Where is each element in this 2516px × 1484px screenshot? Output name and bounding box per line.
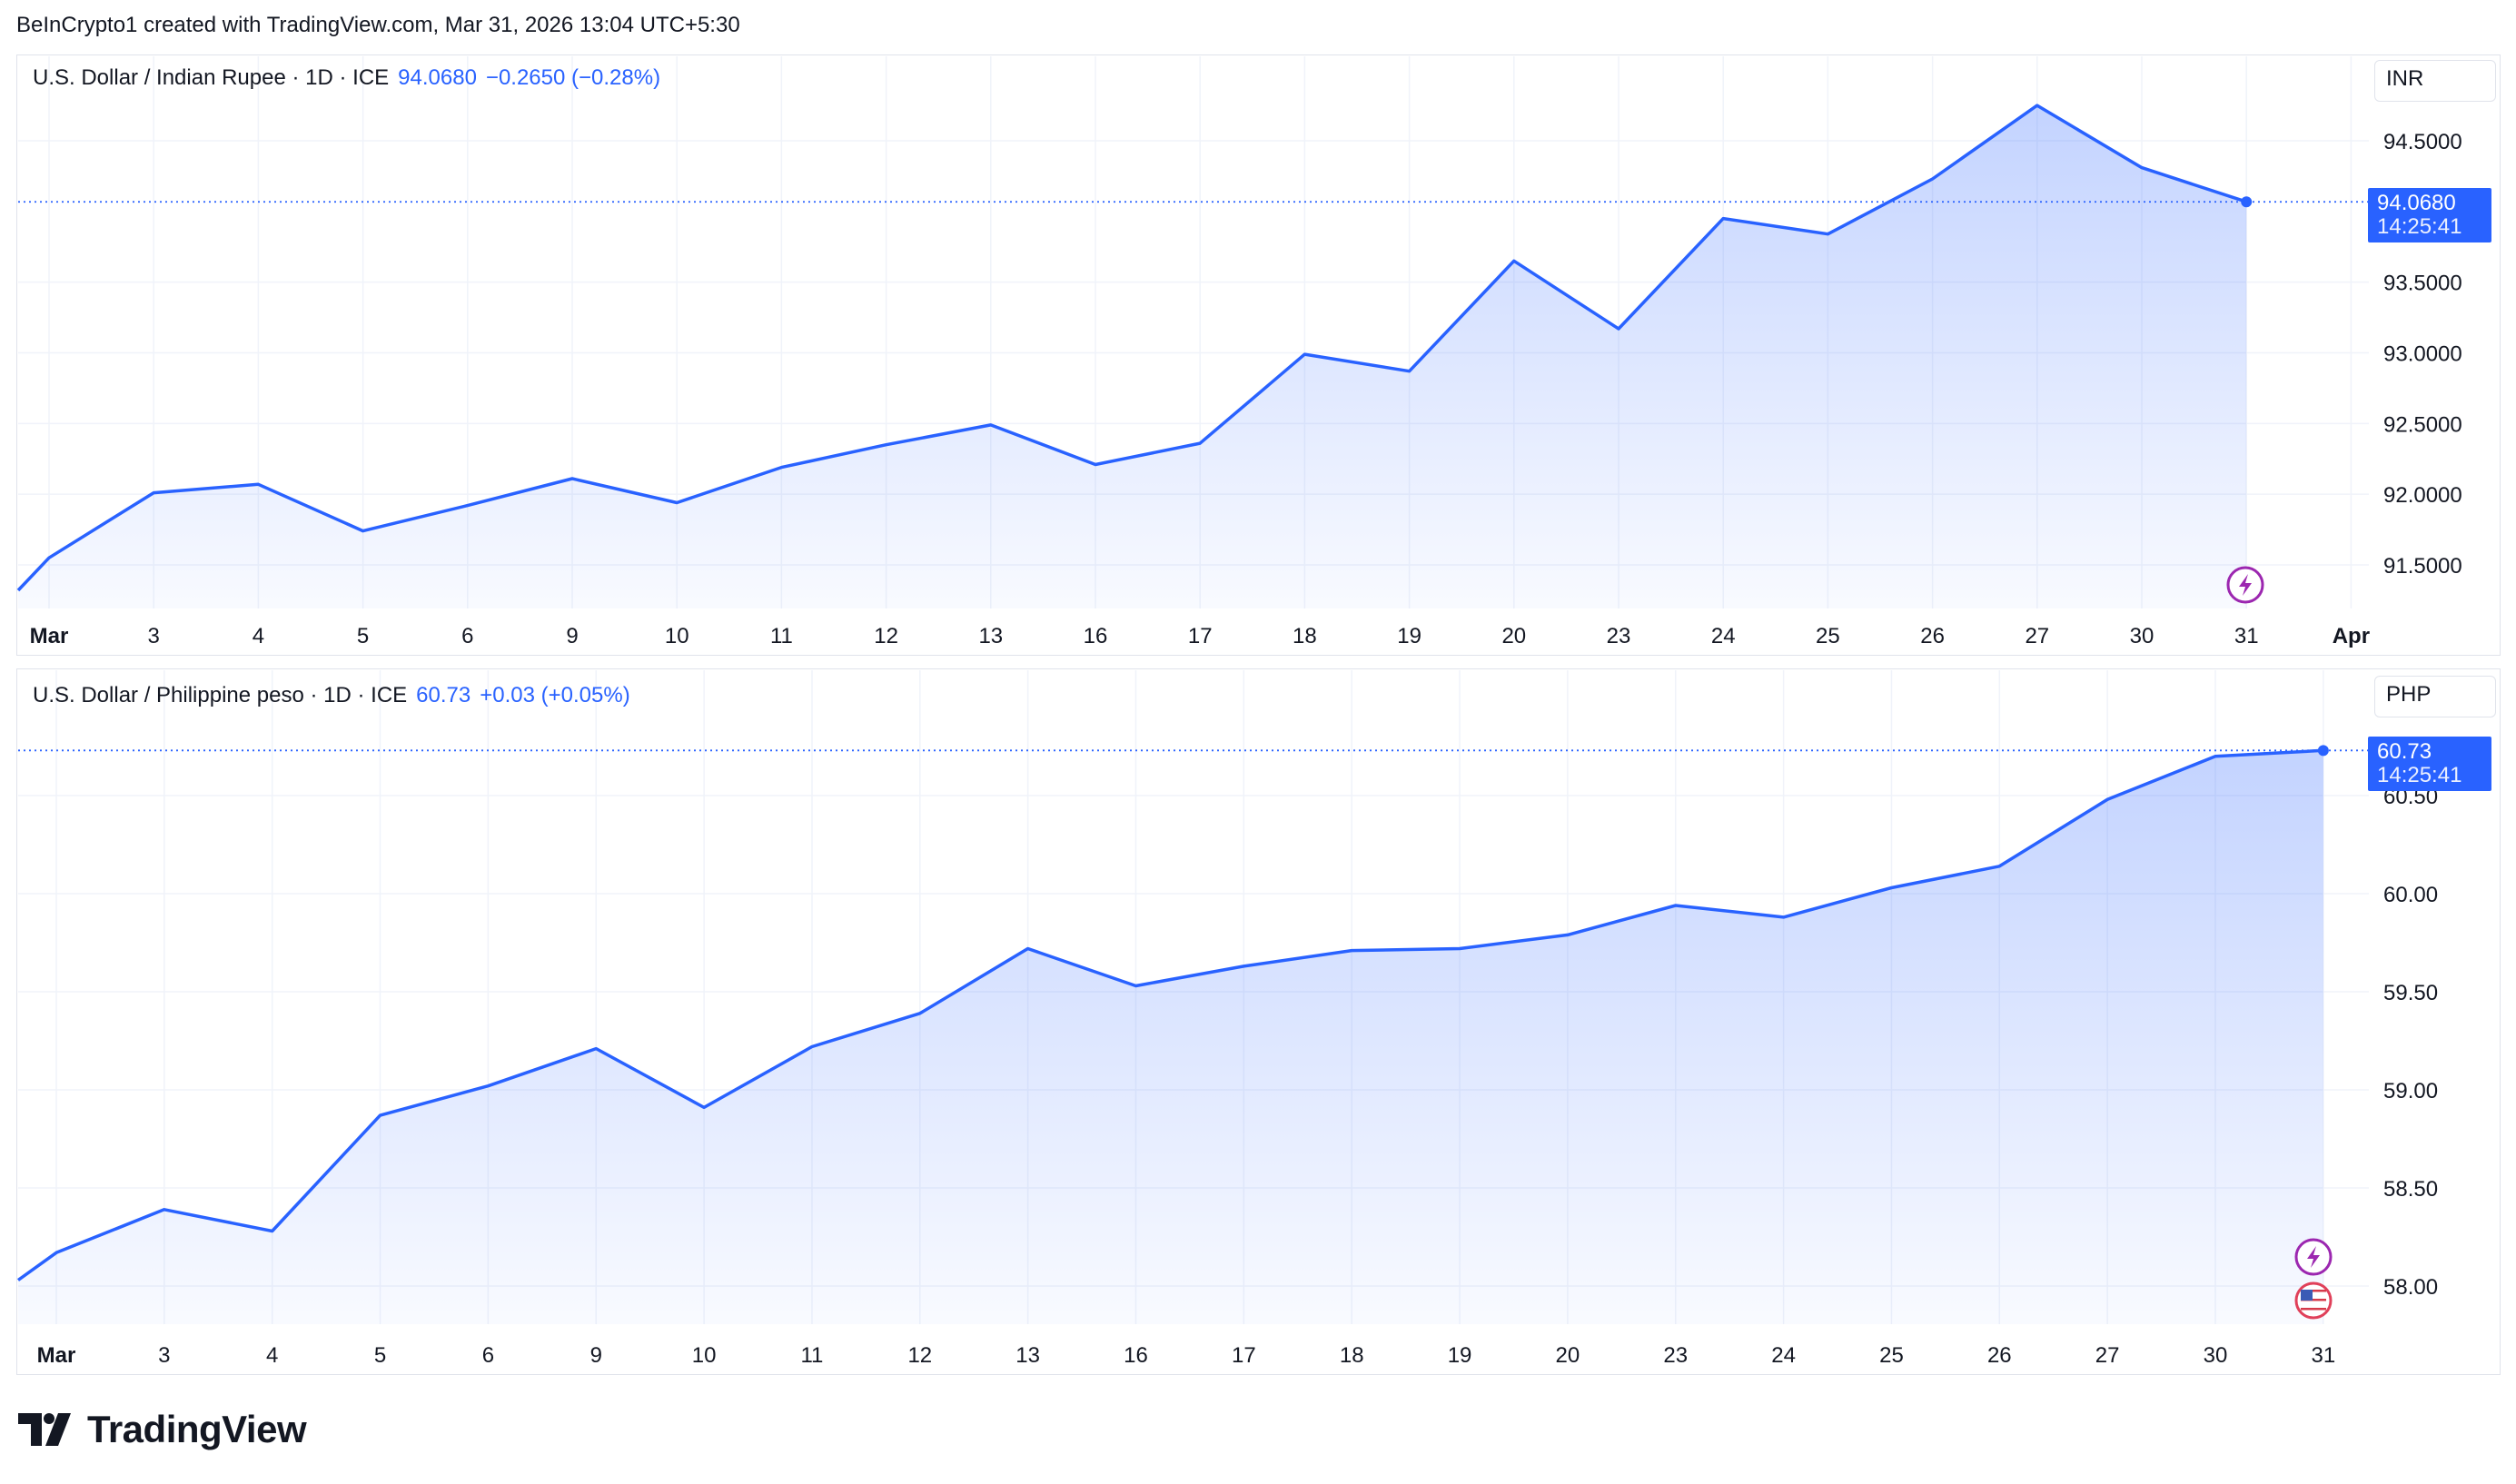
pane-php[interactable]	[16, 668, 2501, 1375]
legend-change-inr: −0.2650 (−0.28%)	[485, 65, 661, 90]
tradingview-logo: TradingView	[18, 1408, 307, 1451]
legend-last-inr: 94.0680	[398, 65, 477, 90]
currency-button-php[interactable]: PHP	[2374, 676, 2496, 717]
us-flag-icon-stripe-0	[2301, 1290, 2326, 1292]
x-tick-label-0-7: 11	[770, 624, 793, 648]
x-tick-label-0-22: Apr	[2333, 624, 2370, 648]
x-tick-label-1-3: 5	[374, 1343, 386, 1368]
x-tick-label-0-10: 16	[1084, 624, 1108, 648]
x-tick-label-1-7: 11	[800, 1343, 823, 1368]
legend-change-php: +0.03 (+0.05%)	[480, 683, 630, 707]
price-tag-inr: 94.0680 14:25:41	[2368, 188, 2491, 242]
pane-inr[interactable]	[16, 54, 2501, 656]
x-tick-label-0-21: 31	[2234, 624, 2259, 648]
x-tick-label-1-6: 10	[692, 1343, 717, 1368]
lightning-icon-php-bolt	[2307, 1246, 2320, 1268]
x-tick-label-1-15: 23	[1663, 1343, 1688, 1368]
x-tick-label-0-15: 23	[1607, 624, 1631, 648]
x-tick-label-1-10: 16	[1124, 1343, 1148, 1368]
x-tick-label-1-0: Mar	[37, 1343, 76, 1368]
x-tick-label-1-5: 9	[590, 1343, 602, 1368]
price-tag-php: 60.73 14:25:41	[2368, 737, 2491, 791]
countdown-php: 14:25:41	[2377, 763, 2462, 787]
lightning-icon	[2226, 566, 2264, 604]
x-tick-label-1-9: 13	[1015, 1343, 1040, 1368]
x-tick-label-1-20: 30	[2204, 1343, 2228, 1368]
data-point-1-21	[2317, 745, 2329, 757]
y-tick-label-0-0: 91.5000	[2383, 554, 2462, 579]
currency-button-inr[interactable]: INR	[2374, 60, 2496, 102]
credit-line: BeInCrypto1 created with TradingView.com…	[16, 13, 740, 37]
x-tick-label-1-21: 31	[2311, 1343, 2335, 1368]
x-tick-label-0-4: 6	[461, 624, 473, 648]
y-tick-label-1-0: 58.00	[2383, 1275, 2438, 1300]
x-tick-label-0-1: 3	[148, 624, 160, 648]
y-tick-label-0-2: 92.5000	[2383, 412, 2462, 437]
x-tick-label-1-19: 27	[2095, 1343, 2120, 1368]
legend-php: U.S. Dollar / Philippine peso · 1D · ICE…	[33, 683, 630, 708]
y-tick-label-0-4: 93.5000	[2383, 272, 2462, 296]
x-tick-label-0-8: 12	[874, 624, 898, 648]
x-tick-label-1-12: 18	[1340, 1343, 1364, 1368]
legend-title-inr: U.S. Dollar / Indian Rupee · 1D · ICE	[33, 65, 390, 90]
x-tick-label-1-16: 24	[1771, 1343, 1796, 1368]
series-line-1	[16, 748, 2323, 1281]
us-flag-icon-stripe-3	[2301, 1303, 2326, 1306]
tradingview-logo-icon	[18, 1413, 71, 1446]
y-tick-label-0-3: 93.0000	[2383, 342, 2462, 367]
us-flag-icon	[2294, 1281, 2333, 1320]
x-tick-label-0-16: 24	[1711, 624, 1736, 648]
x-tick-label-1-18: 26	[1987, 1343, 2012, 1368]
y-tick-label-1-2: 59.00	[2383, 1079, 2438, 1103]
x-tick-label-0-9: 13	[978, 624, 1003, 648]
y-tick-label-0-1: 92.0000	[2383, 483, 2462, 508]
y-tick-label-1-3: 59.50	[2383, 981, 2438, 1005]
series-line-0	[16, 104, 2247, 592]
legend-inr: U.S. Dollar / Indian Rupee · 1D · ICE 94.…	[33, 65, 660, 91]
legend-title-php: U.S. Dollar / Philippine peso · 1D · ICE	[33, 683, 408, 707]
x-tick-label-0-17: 25	[1816, 624, 1840, 648]
legend-last-php: 60.73	[416, 683, 471, 707]
us-flag-icon-stripe-1	[2301, 1294, 2326, 1297]
lightning-icon-php	[2294, 1238, 2333, 1276]
x-tick-label-0-13: 19	[1397, 624, 1421, 648]
x-tick-label-1-17: 25	[1879, 1343, 1904, 1368]
x-tick-label-0-3: 5	[357, 624, 369, 648]
x-tick-label-0-6: 10	[665, 624, 689, 648]
x-tick-label-1-11: 17	[1232, 1343, 1256, 1368]
y-tick-label-0-5: 94.5000	[2383, 130, 2462, 154]
price-tag-value-php: 60.73	[2377, 739, 2432, 764]
x-tick-label-0-19: 27	[2025, 624, 2049, 648]
x-tick-label-1-4: 6	[482, 1343, 494, 1368]
us-flag-icon-stripe-2	[2301, 1299, 2326, 1301]
x-tick-label-1-8: 12	[907, 1343, 932, 1368]
x-tick-label-0-14: 20	[1501, 624, 1526, 648]
x-tick-label-1-2: 4	[266, 1343, 278, 1368]
y-tick-label-1-4: 60.00	[2383, 883, 2438, 907]
x-tick-label-0-0: Mar	[30, 624, 69, 648]
x-tick-label-0-2: 4	[253, 624, 264, 648]
x-tick-label-0-5: 9	[566, 624, 578, 648]
tradingview-logo-text: TradingView	[87, 1408, 307, 1450]
price-tag-value-inr: 94.0680	[2377, 191, 2456, 215]
x-tick-label-0-12: 18	[1293, 624, 1317, 648]
x-tick-label-1-1: 3	[158, 1343, 170, 1368]
us-flag-icon-canton	[2301, 1290, 2313, 1301]
x-tick-label-0-11: 17	[1188, 624, 1213, 648]
x-tick-label-0-20: 30	[2130, 624, 2154, 648]
data-point-0-21	[2241, 196, 2253, 208]
area-fill-0	[18, 105, 2247, 609]
area-fill-1	[18, 750, 2323, 1324]
x-tick-label-0-18: 26	[1920, 624, 1945, 648]
countdown-inr: 14:25:41	[2377, 214, 2462, 239]
lightning-icon-bolt	[2239, 574, 2252, 596]
us-flag-icon-stripe-4	[2301, 1308, 2326, 1311]
x-tick-label-1-13: 19	[1448, 1343, 1472, 1368]
x-tick-label-1-14: 20	[1556, 1343, 1580, 1368]
y-tick-label-1-1: 58.50	[2383, 1177, 2438, 1202]
